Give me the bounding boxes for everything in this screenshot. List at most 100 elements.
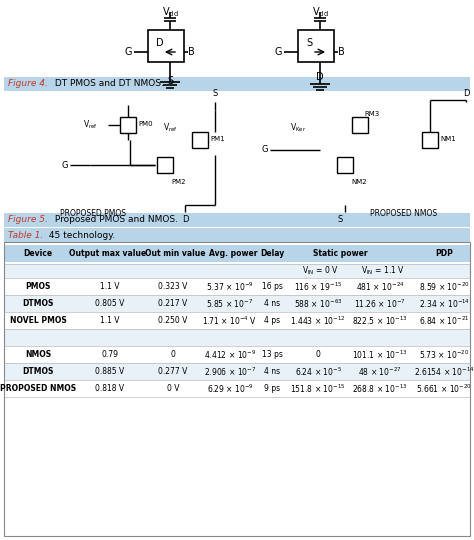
Text: G: G [125, 47, 132, 57]
Text: D: D [182, 215, 188, 224]
Bar [298, 30, 334, 62]
Text: RM3: RM3 [364, 111, 379, 117]
Text: Avg. power: Avg. power [209, 249, 257, 259]
Text: 0.818 V: 0.818 V [95, 384, 125, 393]
Text: 5.85 × 10$^{-7}$: 5.85 × 10$^{-7}$ [206, 298, 254, 310]
Text: 1.1 V: 1.1 V [100, 282, 120, 291]
Text: 4 ns: 4 ns [264, 367, 280, 376]
Text: NMOS: NMOS [25, 350, 51, 359]
Bar [4, 77, 470, 91]
Text: 5.661 × 10$^{-20}$: 5.661 × 10$^{-20}$ [416, 382, 472, 395]
Text: 16 ps: 16 ps [262, 282, 283, 291]
Text: S: S [337, 215, 343, 224]
Text: V$_\mathregular{IN}$ = 1.1 V: V$_\mathregular{IN}$ = 1.1 V [361, 265, 405, 277]
Text: 0.323 V: 0.323 V [158, 282, 188, 291]
Bar [4, 245, 470, 262]
Bar [148, 30, 184, 62]
Bar [4, 242, 470, 536]
Bar [4, 329, 470, 346]
Text: NOVEL PMOS: NOVEL PMOS [9, 316, 66, 325]
Text: 6.29 × 10$^{-9}$: 6.29 × 10$^{-9}$ [207, 382, 254, 395]
Text: V$_\mathregular{Ker}$: V$_\mathregular{Ker}$ [290, 122, 306, 134]
Text: 0.885 V: 0.885 V [95, 367, 125, 376]
Text: 1.71 × 10$^{-4}$ V: 1.71 × 10$^{-4}$ V [202, 314, 257, 327]
Text: V$_\mathregular{dd}$: V$_\mathregular{dd}$ [311, 5, 328, 19]
Text: 0 V: 0 V [167, 384, 179, 393]
Bar [422, 132, 438, 148]
Text: 13 ps: 13 ps [262, 350, 283, 359]
Text: V$_\mathregular{IN}$ = 0 V: V$_\mathregular{IN}$ = 0 V [301, 265, 338, 277]
Bar [4, 380, 470, 397]
Text: NM1: NM1 [440, 136, 456, 142]
Text: D: D [316, 72, 324, 82]
Text: 5.73 × 10$^{-20}$: 5.73 × 10$^{-20}$ [419, 348, 469, 361]
Text: 1.1 V: 1.1 V [100, 316, 120, 325]
Text: 4.412 × 10$^{-9}$: 4.412 × 10$^{-9}$ [204, 348, 256, 361]
Text: 48 × 10$^{-27}$: 48 × 10$^{-27}$ [358, 365, 402, 377]
Bar [4, 295, 470, 312]
Text: Device: Device [23, 249, 53, 259]
Text: 588 × 10$^{-63}$: 588 × 10$^{-63}$ [294, 298, 342, 310]
Text: S: S [306, 38, 312, 48]
Text: DTMOS: DTMOS [22, 299, 54, 308]
Text: D: D [156, 38, 164, 48]
Bar [4, 242, 470, 536]
Text: 9 ps: 9 ps [264, 384, 280, 393]
Text: PM2: PM2 [171, 179, 185, 185]
Text: Proposed PMOS and NMOS.: Proposed PMOS and NMOS. [52, 215, 178, 225]
Text: 0.250 V: 0.250 V [158, 316, 188, 325]
Text: 101.1 × 10$^{-13}$: 101.1 × 10$^{-13}$ [352, 348, 408, 361]
Text: PM1: PM1 [210, 136, 225, 142]
Text: G: G [274, 47, 282, 57]
Text: Figure 4.: Figure 4. [8, 79, 48, 89]
Text: 268.8 × 10$^{-13}$: 268.8 × 10$^{-13}$ [352, 382, 408, 395]
Text: 0.805 V: 0.805 V [95, 299, 125, 308]
Text: 481 × 10$^{-24}$: 481 × 10$^{-24}$ [356, 280, 404, 293]
Text: PROPOSED PMOS: PROPOSED PMOS [60, 210, 126, 219]
Bar [4, 278, 470, 295]
Text: 11.26 × 10$^{-7}$: 11.26 × 10$^{-7}$ [354, 298, 406, 310]
Text: 0.277 V: 0.277 V [158, 367, 188, 376]
Bar [352, 117, 368, 133]
Text: DTMOS: DTMOS [22, 367, 54, 376]
Text: DT PMOS and DT NMOS.: DT PMOS and DT NMOS. [52, 79, 164, 89]
Text: V$_\mathregular{dd}$: V$_\mathregular{dd}$ [162, 5, 178, 19]
Text: S: S [212, 89, 218, 98]
Text: NM2: NM2 [351, 179, 366, 185]
Text: 6.24 × 10$^{-5}$: 6.24 × 10$^{-5}$ [294, 365, 341, 377]
Text: 0.217 V: 0.217 V [158, 299, 188, 308]
Text: PM0: PM0 [138, 121, 153, 127]
Text: 0: 0 [316, 350, 320, 359]
Text: G: G [62, 160, 68, 170]
Text: Table 1.: Table 1. [8, 231, 43, 240]
Bar [192, 132, 208, 148]
Bar [4, 213, 470, 227]
Text: Output max value: Output max value [69, 249, 146, 259]
Bar [4, 264, 470, 278]
Text: Figure 5.: Figure 5. [8, 215, 48, 225]
Text: Out min value: Out min value [145, 249, 205, 259]
Bar [120, 117, 136, 133]
Bar [337, 157, 353, 173]
Text: Static power: Static power [313, 249, 367, 259]
Text: 5.37 × 10$^{-9}$: 5.37 × 10$^{-9}$ [206, 280, 254, 293]
Text: 4 ns: 4 ns [264, 299, 280, 308]
Text: B: B [188, 47, 195, 57]
Text: 45 technology.: 45 technology. [46, 231, 115, 240]
Text: 6.84 × 10$^{-21}$: 6.84 × 10$^{-21}$ [419, 314, 469, 327]
Text: B: B [338, 47, 345, 57]
Bar [4, 346, 470, 363]
Text: G: G [262, 145, 268, 154]
Text: V$_\mathregular{ref}$: V$_\mathregular{ref}$ [83, 119, 98, 131]
Text: 0.79: 0.79 [101, 350, 118, 359]
Text: 8.59 × 10$^{-20}$: 8.59 × 10$^{-20}$ [419, 280, 469, 293]
Text: 4 ps: 4 ps [264, 316, 280, 325]
Text: V$_\mathregular{ref}$: V$_\mathregular{ref}$ [163, 122, 178, 134]
Bar [4, 228, 470, 242]
Text: 0: 0 [171, 350, 175, 359]
Text: 2.34 × 10$^{-14}$: 2.34 × 10$^{-14}$ [419, 298, 469, 310]
Text: 2.906 × 10$^{-7}$: 2.906 × 10$^{-7}$ [204, 365, 256, 377]
Bar [4, 312, 470, 329]
Text: PDP: PDP [435, 249, 453, 259]
Text: D: D [463, 89, 469, 98]
